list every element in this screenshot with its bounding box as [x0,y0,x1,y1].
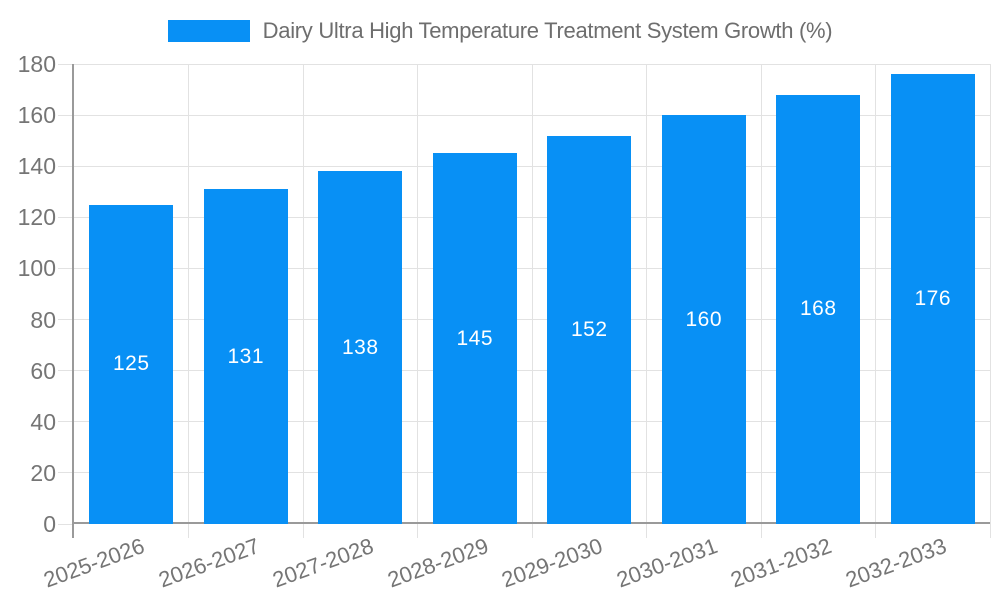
legend[interactable]: Dairy Ultra High Temperature Treatment S… [0,16,1000,46]
x-axis-label: 2032-2033 [841,533,950,593]
bar-value-label: 152 [570,317,608,341]
h-gridline [58,114,990,116]
h-gridline [58,421,990,423]
x-axis-label: 2027-2028 [269,533,377,593]
legend-label[interactable]: Dairy Ultra High Temperature Treatment S… [262,18,833,43]
bar-value-label: 138 [341,335,379,359]
bar[interactable]: 160 [661,115,746,524]
y-axis-label: 80 [30,306,56,333]
v-gridline [417,64,418,538]
x-axis-line [72,522,990,524]
v-gridline [646,64,647,538]
bar[interactable]: 131 [203,189,288,524]
x-axis-label: 2029-2030 [498,533,606,593]
x-axis-label: 2031-2032 [727,533,835,593]
y-axis-label: 100 [17,255,56,282]
bar-value-label: 131 [227,344,265,368]
h-gridline [58,165,990,167]
h-gridline [58,319,990,321]
y-axis-label: 160 [17,102,56,129]
v-gridline [531,64,533,538]
bar-value-label: 125 [112,352,150,376]
v-gridline [760,64,762,538]
bar[interactable]: 145 [432,153,517,524]
y-axis-label: 20 [30,459,56,486]
bar[interactable]: 176 [890,74,975,524]
bar-value-label: 145 [456,326,494,350]
h-gridline [58,63,990,65]
h-gridline [58,267,990,269]
y-axis-label: 0 [43,511,56,537]
v-gridline [188,64,189,538]
v-gridline [302,64,304,538]
bar[interactable]: 138 [318,171,403,524]
v-gridline [875,64,876,538]
h-gridline [58,472,990,474]
bar-value-label: 176 [914,287,952,311]
y-axis-label: 40 [30,408,56,435]
y-axis-label: 180 [17,51,56,77]
y-axis-line [72,64,74,538]
h-gridline [58,370,990,372]
x-axis-label: 2026-2027 [154,533,263,593]
v-gridline [989,64,991,538]
h-gridline [58,523,74,525]
y-axis-label: 60 [30,357,56,384]
bar[interactable]: 152 [547,135,632,524]
h-gridline [58,216,990,218]
bar[interactable]: 168 [776,94,861,524]
legend-swatch[interactable] [167,20,250,42]
bar-value-label: 160 [685,307,723,331]
bar[interactable]: 125 [89,204,174,524]
y-axis-label: 120 [17,204,56,231]
y-axis-label: 140 [17,153,56,180]
bar-value-label: 168 [799,297,837,321]
x-axis-label: 2025-2026 [40,533,148,593]
x-axis-label: 2028-2029 [383,533,492,593]
x-axis-label: 2030-2031 [612,533,721,593]
